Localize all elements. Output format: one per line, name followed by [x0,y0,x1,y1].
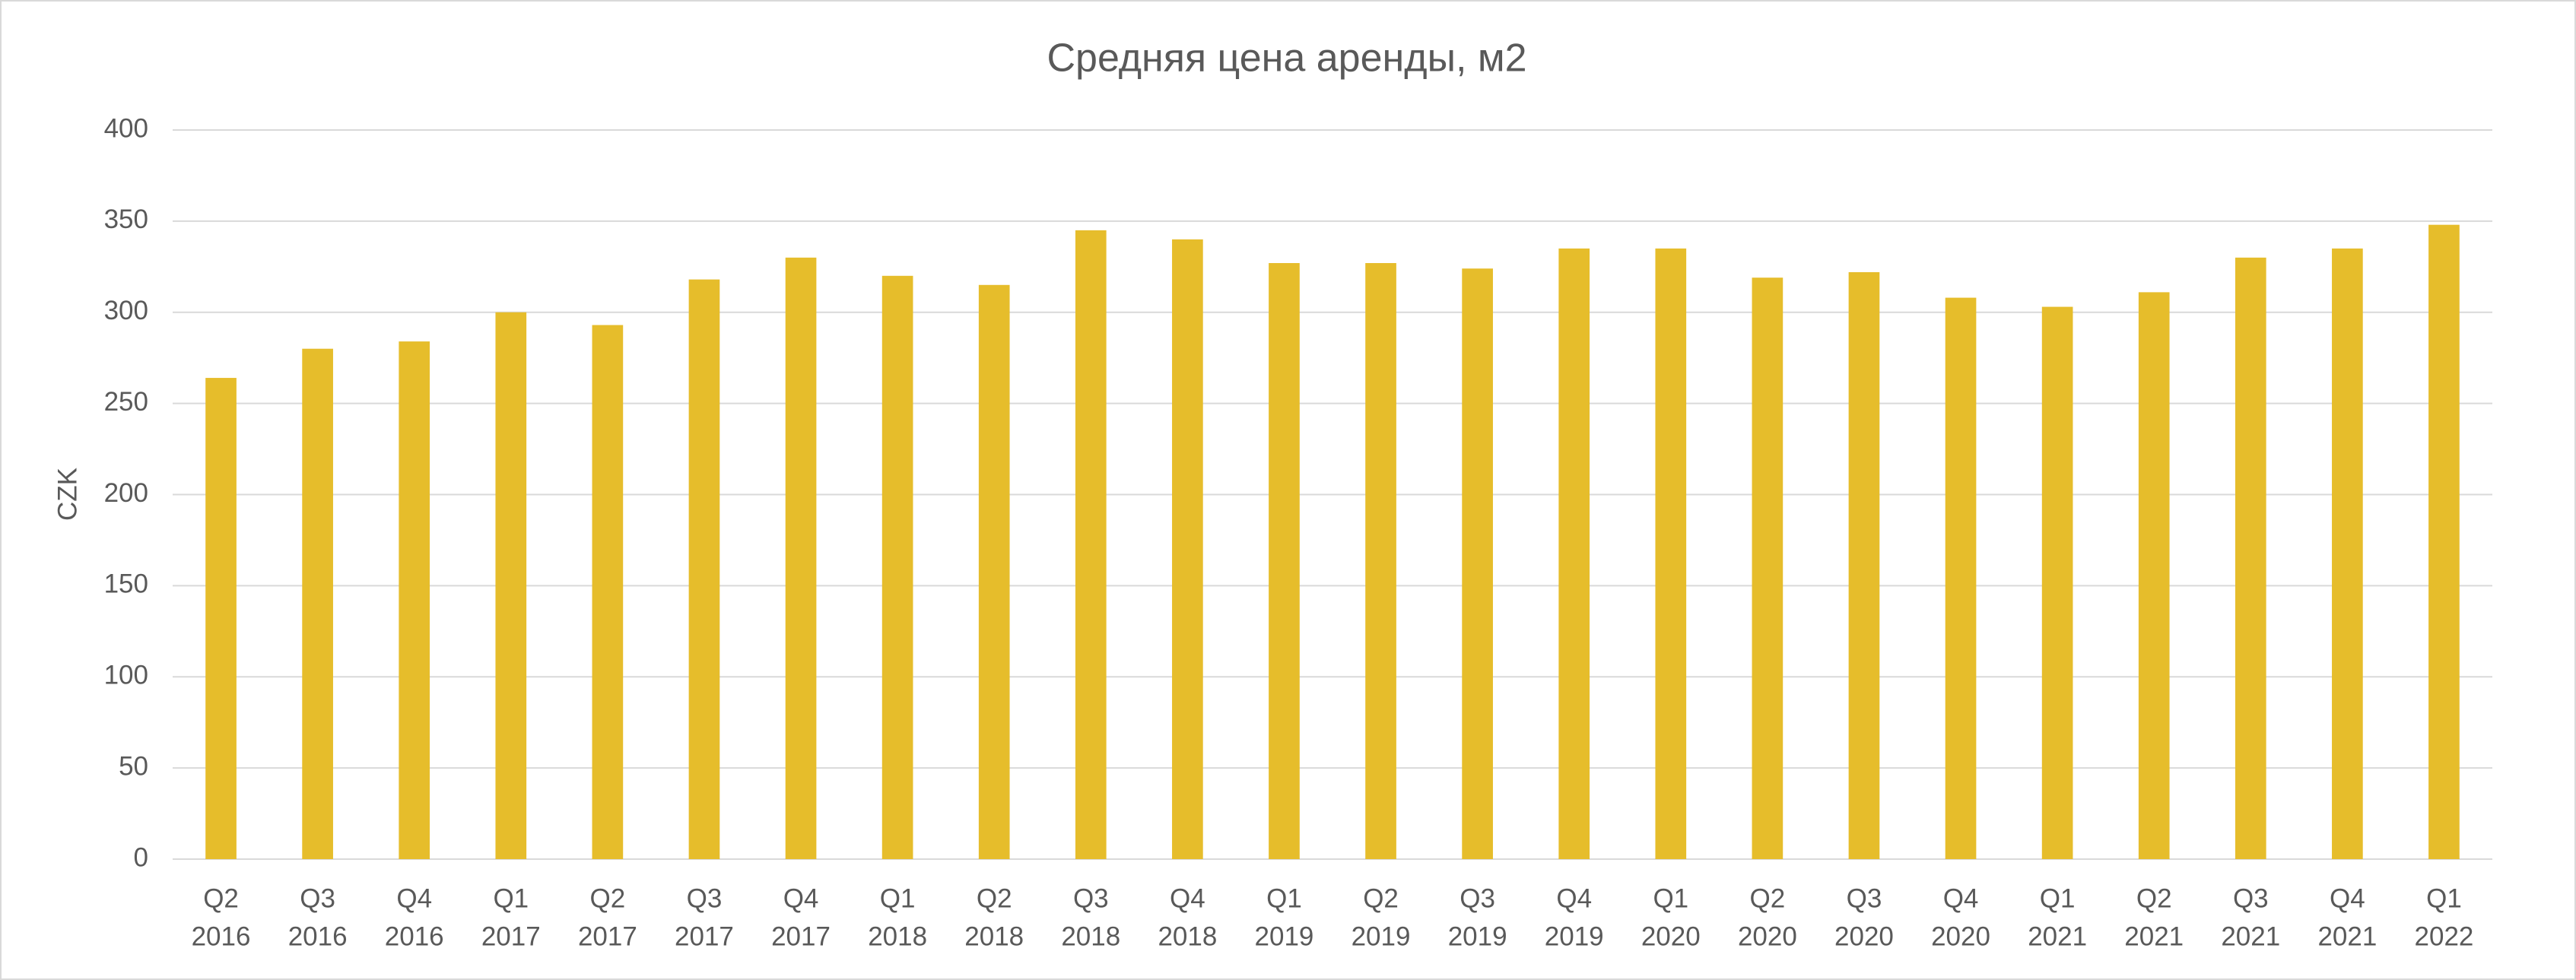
bar [785,257,817,859]
x-tick-label: 2017 [578,921,637,951]
x-tick-label: Q2 [1363,883,1399,913]
x-tick-label: 2021 [2124,921,2184,951]
x-tick-label: 2019 [1448,921,1507,951]
bar [495,312,527,859]
x-tick-label: Q3 [1460,883,1495,913]
chart-title: Средняя цена аренды, м2 [1047,36,1526,81]
bar [2041,306,2073,859]
x-tick-label: Q3 [1073,883,1109,913]
x-tick-label: Q2 [1750,883,1786,913]
x-tick-label: Q4 [1556,883,1592,913]
bar [205,378,237,859]
x-tick-label: 2018 [1158,921,1217,951]
x-tick-label: Q4 [1943,883,1979,913]
x-tick-label: Q4 [2330,883,2365,913]
y-axis-label: CZK [52,468,82,521]
bar [1558,248,1590,859]
x-tick-label: Q1 [1266,883,1302,913]
bar [302,348,333,859]
bar [2332,248,2363,859]
bar [399,341,430,859]
bar [1075,230,1107,859]
x-tick-label: 2018 [868,921,927,951]
y-tick-label: 300 [104,296,148,325]
bar [978,284,1010,860]
x-tick-label: 2016 [385,921,444,951]
bar [1269,263,1300,860]
x-tick-label: Q2 [2136,883,2172,913]
x-tick-label: Q1 [880,883,916,913]
y-tick-label: 350 [104,205,148,234]
bar [688,279,720,860]
x-tick-label: 2016 [288,921,348,951]
x-tick-label: 2021 [2028,921,2087,951]
bar [2138,292,2170,859]
x-tick-label: 2020 [1738,921,1797,951]
x-tick-label: Q2 [590,883,626,913]
x-tick-label: 2020 [1931,921,1990,951]
x-tick-label: 2019 [1255,921,1314,951]
y-tick-label: 200 [104,478,148,508]
bar [1752,278,1784,859]
bar [881,275,913,859]
y-tick-label: 400 [104,113,148,143]
x-tick-label: 2022 [2415,921,2474,951]
x-tick-label: 2016 [192,921,251,951]
bar [592,325,624,860]
x-tick-label: 2021 [2317,921,2377,951]
x-tick-label: Q3 [300,883,335,913]
bar [1172,239,1203,860]
x-tick-label: Q1 [2426,883,2462,913]
bar [1365,263,1396,860]
bar [1655,248,1687,859]
x-tick-label: 2021 [2221,921,2280,951]
x-tick-label: Q2 [977,883,1012,913]
bar [1462,268,1493,860]
y-tick-label: 150 [104,569,148,599]
x-tick-label: Q3 [2233,883,2269,913]
bar [1848,272,1880,859]
y-tick-label: 250 [104,387,148,417]
x-tick-label: Q2 [203,883,239,913]
x-tick-label: 2020 [1641,921,1701,951]
x-tick-label: Q4 [396,883,432,913]
x-tick-label: Q4 [1170,883,1205,913]
x-tick-label: Q1 [493,883,529,913]
x-tick-label: 2017 [675,921,734,951]
x-tick-label: Q3 [687,883,723,913]
y-tick-label: 0 [134,842,148,872]
x-tick-label: 2017 [771,921,831,951]
x-tick-label: Q1 [1653,883,1688,913]
y-tick-label: 100 [104,661,148,690]
bar [2235,257,2266,859]
x-tick-label: Q1 [2040,883,2076,913]
x-tick-label: 2020 [1834,921,1894,951]
bar [2428,224,2460,859]
x-tick-label: 2018 [964,921,1024,951]
y-tick-label: 50 [119,751,148,781]
bar [1945,297,1977,859]
x-tick-label: Q4 [783,883,819,913]
x-tick-label: 2017 [481,921,541,951]
x-tick-label: 2019 [1352,921,1411,951]
x-tick-label: 2019 [1545,921,1604,951]
x-tick-label: Q3 [1847,883,1882,913]
x-tick-label: 2018 [1061,921,1120,951]
